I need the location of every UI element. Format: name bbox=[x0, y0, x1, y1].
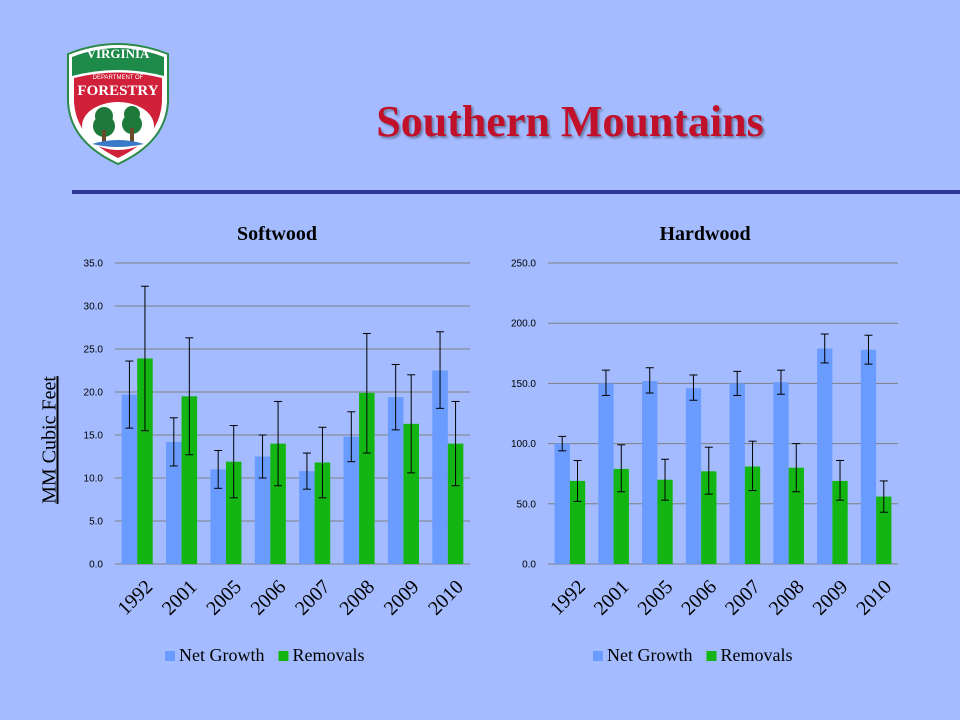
y-tick-label: 0.0 bbox=[522, 560, 536, 571]
y-tick-label: 250.0 bbox=[511, 259, 536, 270]
bar bbox=[181, 396, 198, 564]
bar bbox=[817, 348, 833, 564]
bar bbox=[432, 370, 448, 564]
y-tick-label: 15.0 bbox=[84, 431, 104, 442]
bar bbox=[270, 443, 286, 564]
logo-mid-text: DEPARTMENT OF bbox=[93, 75, 144, 81]
y-tick-label: 100.0 bbox=[511, 439, 536, 450]
x-tick-label: 2010 bbox=[852, 576, 896, 620]
legend-label: Net Growth bbox=[179, 645, 264, 665]
y-tick-label: 25.0 bbox=[84, 345, 104, 356]
slide-title: Southern Mountains bbox=[376, 97, 764, 146]
bar bbox=[613, 468, 629, 564]
y-tick-label: 5.0 bbox=[89, 517, 103, 528]
bar bbox=[876, 496, 892, 564]
bar bbox=[314, 462, 331, 564]
y-tick-label: 50.0 bbox=[517, 499, 537, 510]
bar bbox=[447, 443, 464, 564]
legend-label: Net Growth bbox=[607, 645, 692, 665]
bar bbox=[210, 469, 226, 564]
y-tick-label: 150.0 bbox=[511, 379, 536, 390]
bar bbox=[860, 349, 877, 564]
chart-title: Softwood bbox=[237, 223, 317, 245]
forestry-logo: VIRGINIA DEPARTMENT OF FORESTRY bbox=[67, 43, 169, 166]
title-divider bbox=[72, 190, 960, 194]
bar bbox=[299, 471, 315, 564]
legend-label: Removals bbox=[292, 645, 364, 665]
bar bbox=[598, 383, 614, 564]
x-tick-label: 2007 bbox=[721, 576, 765, 620]
y-tick-label: 35.0 bbox=[84, 259, 104, 270]
legend-label: Removals bbox=[720, 645, 792, 665]
chart-title: Hardwood bbox=[659, 223, 750, 245]
bar bbox=[657, 479, 673, 564]
x-tick-label: 2001 bbox=[590, 576, 634, 620]
x-tick-label: 2009 bbox=[809, 576, 853, 620]
x-tick-label: 2006 bbox=[677, 576, 721, 620]
legend-swatch bbox=[165, 651, 175, 661]
bar bbox=[166, 441, 182, 564]
bar bbox=[137, 358, 153, 564]
y-tick-label: 200.0 bbox=[511, 319, 536, 330]
bar bbox=[121, 394, 138, 564]
bar bbox=[343, 436, 360, 564]
bar bbox=[554, 443, 570, 564]
bar bbox=[729, 383, 745, 564]
logo-top-text: VIRGINIA bbox=[87, 46, 150, 61]
y-tick-label: 20.0 bbox=[84, 388, 104, 399]
y-tick-label: 30.0 bbox=[84, 302, 104, 313]
bar bbox=[832, 480, 848, 564]
y-tick-label: 10.0 bbox=[84, 474, 104, 485]
bar bbox=[359, 392, 375, 564]
bar bbox=[403, 423, 419, 564]
bar bbox=[642, 380, 658, 564]
logo-main-text: FORESTRY bbox=[77, 83, 158, 99]
x-tick-label: 2005 bbox=[634, 576, 678, 620]
legend-swatch bbox=[706, 651, 717, 661]
bar bbox=[773, 382, 789, 564]
legend-swatch bbox=[593, 651, 603, 661]
y-tick-label: 0.0 bbox=[89, 560, 103, 571]
bar bbox=[225, 461, 242, 564]
legend-swatch bbox=[278, 651, 289, 661]
x-tick-label: 1992 bbox=[546, 576, 590, 620]
x-tick-label: 2008 bbox=[765, 576, 809, 620]
logo-trees-icon bbox=[82, 102, 154, 150]
bar bbox=[254, 456, 271, 564]
bar bbox=[685, 388, 702, 564]
bar bbox=[387, 397, 404, 564]
